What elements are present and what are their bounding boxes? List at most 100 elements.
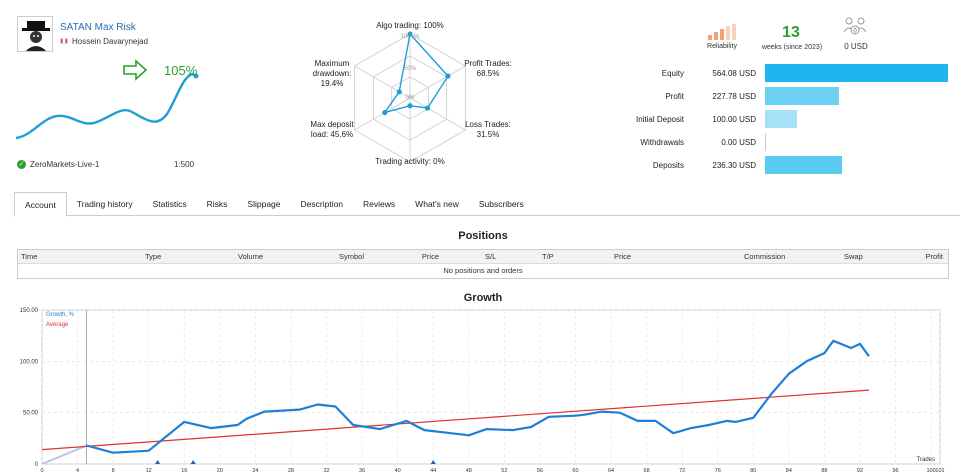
plot-frame [41,309,941,465]
weeks-label: weeks (since 2023) [761,44,823,51]
finance-row-profit: Profit 227.78 USD [600,87,760,105]
x-tick-label: 84 [786,468,792,472]
series-line-average[interactable] [41,389,869,451]
x-tick-label: 60 [572,468,578,472]
reliability-indicator[interactable]: Reliability [700,24,744,50]
radar-point [424,105,431,111]
subscribers-value: 0 USD [844,42,868,51]
x-tick-label: 52 [501,468,507,472]
x-tick-label: 12 [146,468,152,472]
legend-average: Average [46,322,69,328]
x-tick-label: 20 [217,468,223,472]
growth-series [41,339,870,465]
tab-reviews[interactable]: Reviews [363,199,396,209]
finance-value: 227.78 USD [712,91,756,101]
finance-label: Deposits [652,160,684,170]
avatar-image [22,21,50,51]
radar-points [382,31,451,116]
x-tick-label: 0 [40,468,43,472]
y-tick-label: 0 [35,462,39,468]
x-tick-label: 4 [76,468,79,472]
radar-label-activity: Trading activity: 0% [375,157,445,166]
author-name[interactable]: Hossein Davarynejad [72,37,149,46]
x-tick-label: 16 [181,468,187,472]
growth-initial-segment [41,444,87,465]
mini-growth-line [15,72,197,140]
radar-svg: 100+% 50% 0% [354,31,466,163]
finance-value: 236.30 USD [712,160,756,170]
y-tick-label: 50.00 [23,411,39,417]
tab-trading-history[interactable]: Trading history [76,199,133,209]
finance-value: 100.00 USD [712,114,756,124]
radar-label-algo: Algo trading: 100% [376,21,444,30]
radar-spoke [354,97,411,131]
radar-spoke [409,97,466,131]
signal-avatar[interactable] [17,16,53,52]
x-tick-label: 76 [715,468,721,472]
tab-statistics[interactable]: Statistics [152,199,187,209]
deposit-marker[interactable] [190,460,196,464]
radar-grid [354,33,466,163]
growth-title: Growth [463,292,503,304]
finance-label: Profit [665,91,684,101]
x-tick-label: 80 [750,468,756,472]
deposit-marker[interactable] [155,460,161,464]
column-header: Swap [844,252,863,261]
mini-growth-chart [15,59,199,140]
radar-point [407,31,413,37]
column-header: Commission [744,252,786,261]
tab-slippage[interactable]: Slippage [247,199,281,209]
tab-bar: Account Trading history Statistics Risks Sli… [14,192,960,217]
tab-subscribers[interactable]: Subscribers [478,199,524,209]
radar-label-loss-trades: Loss Trades: 31.5% [465,120,511,139]
series-line-growth-[interactable] [86,339,870,454]
finance-bar [765,87,839,105]
positions-header-row: Time Type Volume Symbol Price S/L T/P Price Comm… [18,250,948,264]
column-header: T/P [542,252,554,261]
finance-label: Initial Deposit [635,114,684,124]
tab-description[interactable]: Description [300,199,344,209]
ring-label-50: 50% [404,66,417,72]
radar-point [382,109,388,116]
arrow-right-icon [123,59,148,81]
finance-label: Equity [661,68,684,78]
ring-label-100: 100+% [401,34,421,40]
x-tick-label: 32 [323,468,329,472]
column-header: Symbol [339,252,365,261]
subscribers-count: 0 [853,29,857,35]
deposit-marker[interactable] [430,460,436,464]
ring-label-0: 0% [406,95,415,101]
x-tick-label: 64 [608,468,614,472]
reliability-label: Reliability [707,43,737,50]
broker-server[interactable]: ✓ ZeroMarkets-Live-1 [17,160,99,169]
column-header: Profit [925,252,943,261]
tab-risks[interactable]: Risks [206,199,228,209]
x-tick-label: 92 [857,468,863,472]
finance-bar [765,156,842,174]
y-tick-label: 150.00 [20,308,39,314]
x-tick-label: 44 [430,468,436,472]
finance-row-equity: Equity 564.08 USD [600,64,760,82]
column-header: Price [614,252,632,261]
signal-name[interactable]: SATAN Max Risk [60,22,136,33]
tab-what-s-new[interactable]: What's new [415,199,459,209]
positions-title: Positions [458,230,508,242]
column-header: Price [421,252,439,261]
x-tick-label: 68 [644,468,650,472]
radar-chart: 100+% 50% 0% Algo trading: 100% Profit T… [300,14,520,174]
radar-spoke [409,65,466,99]
canada-flag-icon [60,38,68,44]
x-tick-label: 48 [466,468,472,472]
leverage: 1:500 [174,160,195,169]
tab-account[interactable]: Account [14,192,67,217]
x-tick-label: 28 [288,468,294,472]
finance-value: 0.00 USD [721,137,756,147]
radar-label-drawdown: Maximum drawdown: 19.4% [312,59,352,88]
column-header: Volume [238,252,264,261]
x-tick-label: 36 [359,468,365,472]
column-header: S/L [485,252,497,261]
x-axis-label: Trades [917,457,935,463]
radar-label-profit-trades: Profit Trades: 68.5% [464,59,512,78]
x-tick-label: 56 [537,468,543,472]
